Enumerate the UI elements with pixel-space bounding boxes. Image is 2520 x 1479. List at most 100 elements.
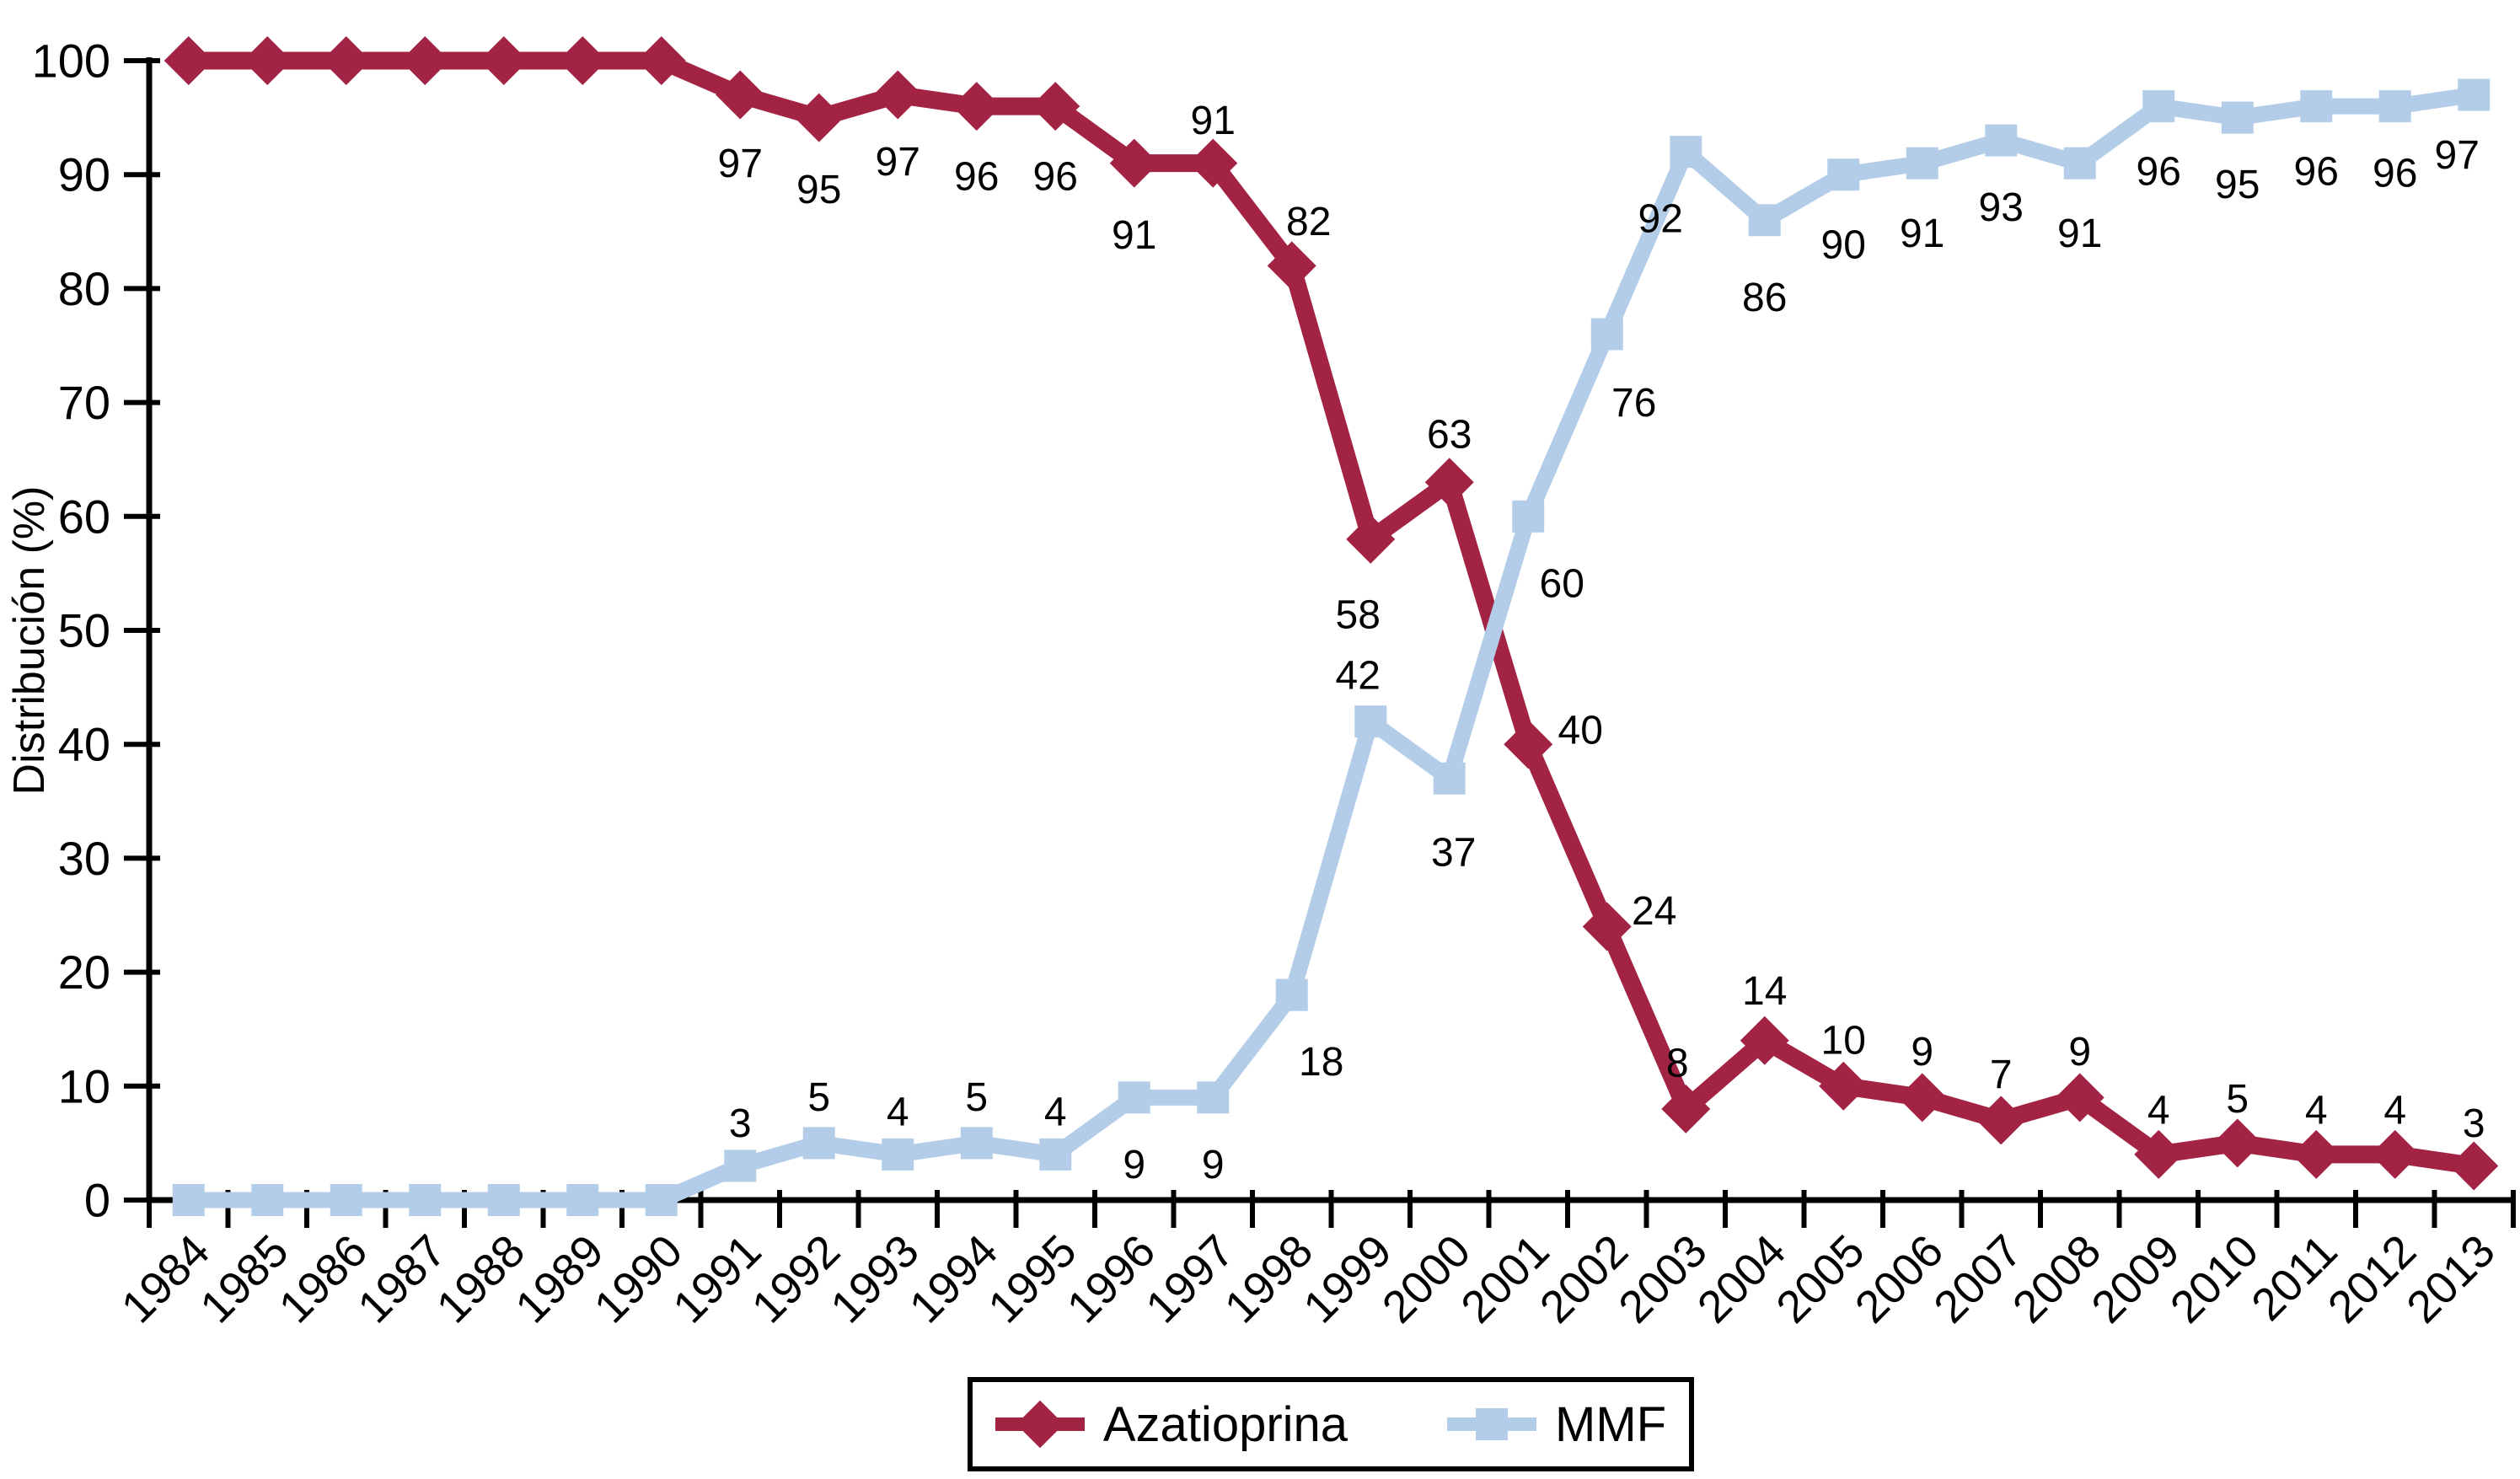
- data-label-azatioprina-1996: 91: [1112, 213, 1156, 258]
- marker-azatioprina-1988: [479, 36, 528, 85]
- marker-mmf-1993: [882, 1138, 914, 1171]
- data-label-azatioprina-2001: 40: [1558, 709, 1603, 753]
- data-label-azatioprina-1998: 82: [1286, 200, 1331, 244]
- y-tick-label: 90: [58, 148, 110, 201]
- marker-mmf-2002: [1590, 318, 1623, 351]
- data-label-mmf-2013: 97: [2435, 133, 2480, 178]
- marker-azatioprina-1995: [1031, 82, 1080, 131]
- marker-mmf-1985: [251, 1184, 284, 1216]
- x-axis-label-1990: 1990: [585, 1225, 692, 1332]
- marker-azatioprina-2005: [1819, 1061, 1869, 1111]
- marker-mmf-2004: [1748, 204, 1781, 237]
- marker-mmf-2010: [2221, 101, 2254, 134]
- data-label-mmf-2012: 96: [2373, 152, 2417, 196]
- series-azatioprina-line: [188, 51, 2475, 1175]
- data-label-azatioprina-1999: 58: [1336, 592, 1381, 637]
- legend-item-mmf: MMF: [1447, 1396, 1666, 1453]
- marker-mmf-1998: [1275, 978, 1308, 1011]
- marker-mmf-2008: [2063, 147, 2096, 180]
- marker-mmf-1988: [487, 1184, 520, 1216]
- data-label-azatioprina-1992: 95: [796, 168, 841, 212]
- x-axis-label-2007: 2007: [1924, 1225, 2031, 1332]
- marker-mmf-2001: [1512, 500, 1545, 533]
- marker-mmf-2006: [1906, 147, 1938, 180]
- legend-label-mmf: MMF: [1555, 1396, 1667, 1452]
- marker-mmf-1997: [1197, 1081, 1230, 1114]
- data-label-azatioprina-1997: 91: [1191, 99, 1236, 143]
- y-tick-label: 30: [58, 832, 110, 885]
- x-axis-label-2013: 2013: [2397, 1225, 2504, 1332]
- marker-mmf-2005: [1827, 158, 1860, 191]
- marker-mmf-2000: [1433, 762, 1466, 795]
- data-label-mmf-2000: 37: [1431, 830, 1476, 875]
- x-axis-label-2011: 2011: [2242, 1225, 2347, 1331]
- series-mmf-line: [188, 87, 2475, 1208]
- marker-azatioprina-2006: [1897, 1073, 1947, 1123]
- marker-azatioprina-2010: [2212, 1118, 2262, 1168]
- marker-mmf-2012: [2378, 90, 2411, 123]
- plot-area: 0102030405060708090100198419851986198719…: [32, 35, 2516, 1332]
- y-tick-label: 100: [32, 35, 110, 88]
- x-axis-label-2003: 2003: [1609, 1225, 1716, 1332]
- marker-azatioprina-1985: [243, 36, 292, 85]
- marker-mmf-1995: [1039, 1138, 1072, 1171]
- marker-azatioprina-1991: [716, 70, 765, 120]
- data-label-azatioprina-1994: 96: [954, 155, 999, 200]
- x-axis-label-1995: 1995: [979, 1225, 1086, 1332]
- x-axis-label-1998: 1998: [1215, 1225, 1322, 1332]
- marker-mmf-1999: [1354, 705, 1387, 738]
- x-axis-label-2008: 2008: [2003, 1225, 2110, 1332]
- y-tick-label: 10: [58, 1059, 110, 1112]
- data-label-mmf-2002: 76: [1611, 381, 1656, 426]
- data-label-mmf-2009: 96: [2137, 150, 2181, 195]
- data-label-mmf-1996: 9: [1123, 1143, 1145, 1187]
- y-tick-label: 80: [58, 262, 110, 315]
- data-label-mmf-2001: 60: [1540, 561, 1584, 606]
- marker-azatioprina-2001: [1504, 720, 1553, 769]
- marker-azatioprina-2008: [2055, 1073, 2104, 1123]
- data-label-azatioprina-2007: 7: [1990, 1053, 2013, 1097]
- data-label-azatioprina-1991: 97: [718, 142, 763, 186]
- marker-azatioprina-2007: [1976, 1096, 2026, 1145]
- x-axis-label-2005: 2005: [1767, 1225, 1874, 1332]
- marker-mmf-2003: [1670, 136, 1702, 169]
- marker-azatioprina-1990: [636, 36, 686, 85]
- y-tick-label: 20: [58, 946, 110, 999]
- x-axis-label-1997: 1997: [1136, 1225, 1243, 1332]
- marker-mmf-1996: [1118, 1081, 1150, 1114]
- y-tick-label: 40: [58, 718, 110, 771]
- data-label-mmf-1991: 3: [729, 1101, 752, 1146]
- marker-azatioprina-1986: [321, 36, 371, 85]
- marker-azatioprina-1993: [873, 70, 923, 120]
- data-label-mmf-2005: 90: [1821, 223, 1866, 268]
- x-axis-label-1987: 1987: [348, 1225, 455, 1332]
- marker-mmf-2011: [2300, 90, 2333, 123]
- marker-azatioprina-1996: [1109, 138, 1159, 188]
- legend: Azatioprina MMF: [968, 1377, 1694, 1471]
- data-label-mmf-1992: 5: [807, 1075, 830, 1120]
- marker-mmf-1987: [409, 1184, 442, 1216]
- data-label-azatioprina-2011: 4: [2305, 1088, 2328, 1133]
- marker-azatioprina-1984: [164, 36, 213, 85]
- data-label-azatioprina-2004: 14: [1742, 969, 1787, 1014]
- data-label-azatioprina-2005: 10: [1821, 1018, 1866, 1063]
- marker-azatioprina-1987: [400, 36, 450, 85]
- data-label-mmf-1997: 9: [1202, 1143, 1225, 1187]
- marker-azatioprina-1997: [1188, 138, 1238, 188]
- marker-azatioprina-2002: [1582, 902, 1632, 951]
- marker-mmf-2013: [2458, 78, 2491, 111]
- data-label-mmf-2008: 91: [2057, 212, 2102, 256]
- marker-azatioprina-2012: [2370, 1129, 2420, 1179]
- data-label-azatioprina-2006: 9: [1911, 1030, 1933, 1074]
- data-label-mmf-1998: 18: [1299, 1040, 1343, 1085]
- marker-mmf-1994: [960, 1127, 993, 1160]
- x-axis-label-1988: 1988: [427, 1225, 534, 1332]
- data-label-mmf-1999: 42: [1336, 654, 1381, 699]
- data-label-mmf-1993: 4: [887, 1090, 909, 1134]
- data-label-mmf-2006: 91: [1900, 212, 1944, 256]
- data-label-mmf-2004: 86: [1742, 276, 1787, 320]
- x-axis-label-1993: 1993: [821, 1225, 928, 1332]
- data-label-azatioprina-2002: 24: [1632, 889, 1676, 934]
